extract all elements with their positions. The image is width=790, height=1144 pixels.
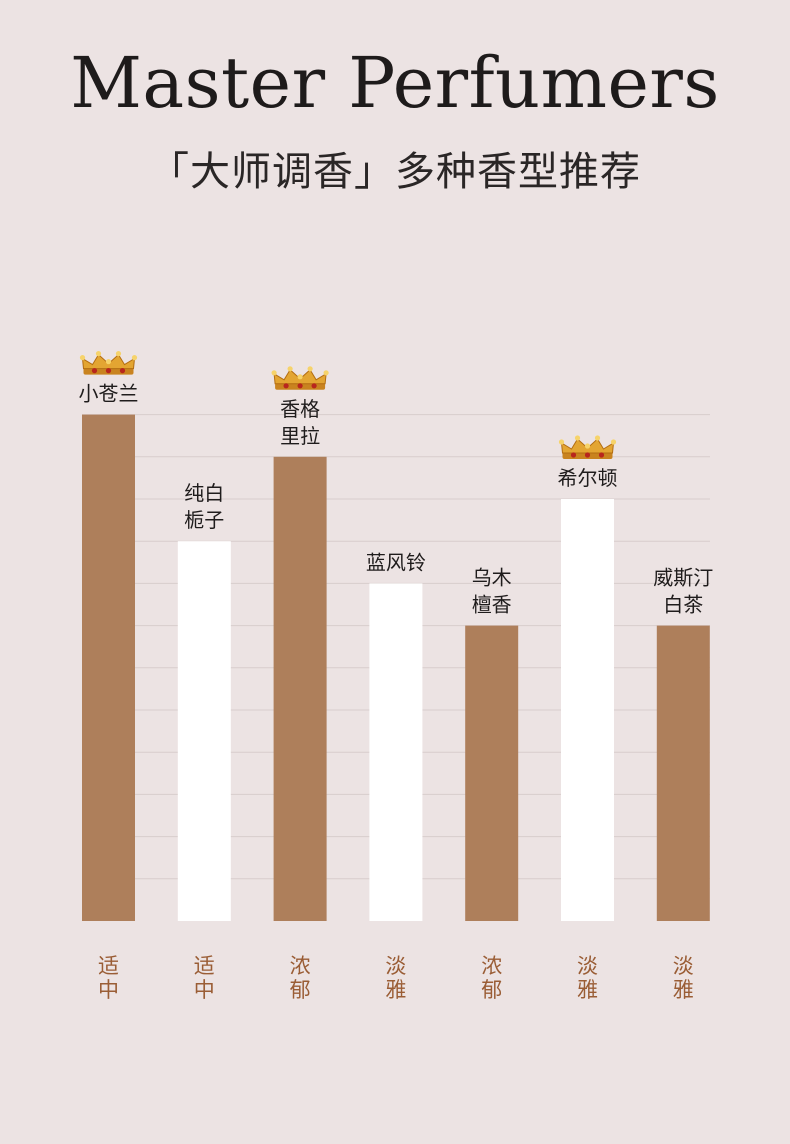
crown-pearl (131, 355, 138, 361)
bar-label: 希尔顿 (558, 466, 618, 490)
bar-label: 乌木 (472, 566, 512, 590)
bar-label: 白茶 (663, 593, 703, 617)
crown-pearl (584, 443, 591, 449)
crown-pearl (323, 370, 329, 376)
bar (369, 583, 423, 921)
crown-pearl (610, 439, 617, 445)
crown-pearl (594, 435, 601, 441)
crown-points (560, 438, 615, 454)
bar-label: 里拉 (280, 424, 320, 448)
bar (82, 414, 135, 921)
bar (177, 541, 231, 921)
category-label: 浓 (481, 954, 502, 978)
category-label: 淡 (385, 954, 406, 978)
bar (465, 625, 519, 921)
crown-icon (271, 366, 329, 390)
crown-icon (558, 435, 617, 459)
crown-pearl (79, 355, 86, 361)
category-label: 适 (194, 954, 215, 978)
page-subtitle: 「大师调香」多种香型推荐 (149, 149, 641, 195)
bar (656, 625, 710, 921)
crown-jewel (598, 452, 605, 458)
crown-points (81, 353, 136, 370)
crown-jewel (119, 368, 126, 374)
crown-pearl (558, 439, 565, 445)
crown-pearl (307, 366, 313, 372)
crown-jewel (311, 383, 317, 389)
crown-jewel (105, 368, 112, 374)
crown-jewel (584, 452, 591, 458)
category-label: 中 (98, 978, 119, 1002)
category-label: 雅 (577, 978, 598, 1002)
bar-label: 纯白 (184, 481, 224, 505)
crown-pearl (115, 351, 122, 357)
category-label: 淡 (673, 954, 694, 978)
crown-pearl (287, 366, 293, 372)
category-label: 郁 (290, 978, 311, 1002)
crown-points (273, 369, 327, 385)
crown-jewel (91, 368, 98, 374)
bar-label: 威斯汀 (653, 566, 713, 590)
crown-jewel (297, 383, 303, 389)
category-label: 雅 (385, 978, 406, 1002)
category-label: 雅 (673, 978, 694, 1002)
bar-label: 蓝风铃 (366, 550, 426, 574)
category-label: 淡 (577, 954, 598, 978)
crown-pearl (105, 359, 112, 365)
bar-label: 檀香 (472, 593, 512, 617)
category-label: 适 (98, 954, 119, 978)
bar (561, 499, 614, 921)
crown-pearl (271, 370, 277, 376)
category-label: 郁 (481, 978, 502, 1002)
bar-label: 香格 (280, 397, 320, 421)
crown-pearl (95, 351, 102, 357)
crown-jewel (570, 452, 577, 458)
crown-pearl (574, 435, 581, 441)
crown-pearl (297, 374, 303, 380)
bar-label: 小苍兰 (79, 382, 139, 406)
category-label: 浓 (290, 954, 311, 978)
crown-jewel (283, 383, 289, 389)
crown-icon (79, 351, 138, 375)
bar-label: 栀子 (184, 508, 224, 532)
bar (273, 456, 327, 921)
category-label: 中 (194, 978, 215, 1002)
page-title: Master Perfumers (70, 42, 720, 124)
